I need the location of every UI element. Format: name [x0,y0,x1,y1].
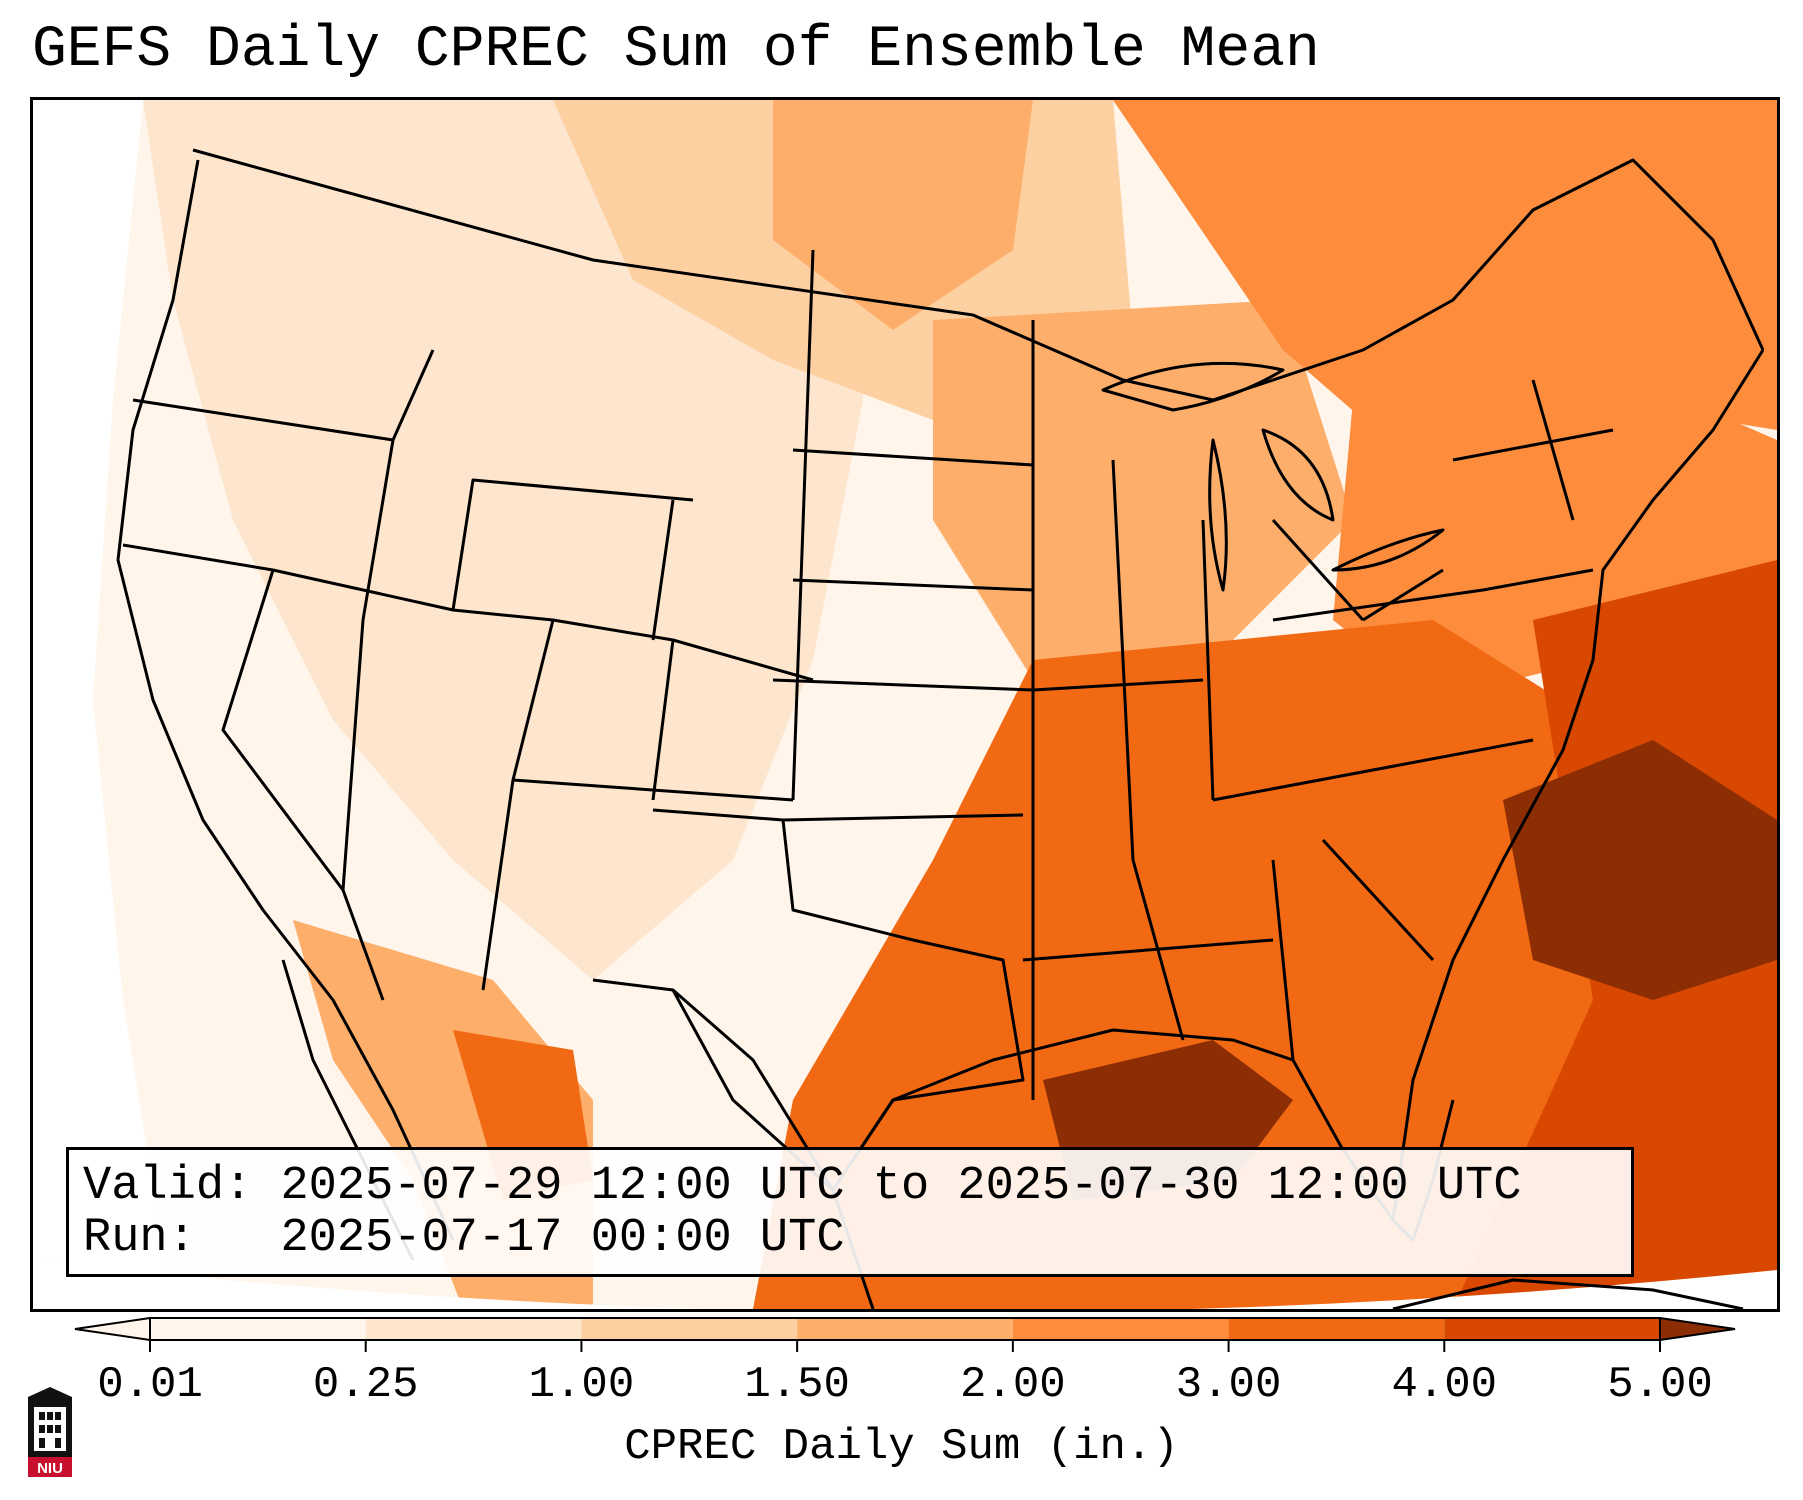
field-southeast [753,620,1633,1309]
lake-superior [1101,361,1285,412]
colorbar-bin [581,1318,798,1340]
map-panel [30,97,1780,1312]
state-lines-east [1032,379,1614,1061]
colorbar-tick-label: 3.00 [1175,1360,1282,1410]
colorbar-tick-label: 0.01 [97,1360,203,1410]
colorbar-bin [150,1318,366,1340]
colorbar-tick-label: 5.00 [1607,1360,1713,1410]
field-pacific [33,100,173,1309]
field-midwest [933,300,1353,680]
field-north-patches [773,100,1033,330]
state-texas [592,808,1025,1192]
colorbar-tick-label: 0.25 [312,1360,419,1410]
colorbar-tick-label: 4.00 [1391,1360,1498,1410]
coast-cuba [1392,1278,1744,1309]
colorbar-tick-label: 1.00 [528,1360,635,1410]
run-value: 2025-07-17 00:00 UTC [280,1212,845,1265]
lake-erie [1331,528,1445,572]
state-lines-plains [772,249,1274,1100]
valid-time-box: Valid: 2025-07-29 12:00 UTC to 2025-07-3… [66,1147,1634,1277]
state-lines-west [122,349,814,1001]
svg-text:NIU: NIU [37,1460,63,1477]
run-label: Run: [83,1212,196,1265]
precip-map [33,100,1777,1309]
colorbar-title: CPREC Daily Sum (in.) [624,1422,1179,1472]
colorbar-extend-min [74,1316,151,1342]
colorbar-bin [1444,1318,1660,1340]
field-atlantic-core [1503,740,1777,1000]
run-line: Run: 2025-07-17 00:00 UTC [83,1212,845,1265]
niu-logo: NIU [28,1387,72,1477]
colorbar-bin [365,1318,582,1340]
field-west [143,100,863,980]
colorbar-tick-label: 1.50 [744,1360,850,1410]
valid-value: 2025-07-29 12:00 UTC to 2025-07-30 12:00… [280,1160,1522,1213]
coast-pacific [116,159,455,1241]
lake-huron [1261,428,1335,522]
valid-label: Valid: [83,1160,253,1213]
map-title: GEFS Daily CPREC Sum of Ensemble Mean [32,18,1320,83]
valid-line: Valid: 2025-07-29 12:00 UTC to 2025-07-3… [83,1160,1521,1213]
colorbar-bin [797,1318,1013,1340]
colorbar-bin [1012,1318,1229,1340]
colorbar [74,1316,1736,1352]
colorbar-bin [1228,1318,1445,1340]
coast-atlantic [1391,349,1765,1221]
lake-michigan [1208,438,1228,592]
border-us-canada [192,148,1765,402]
boundary-lines [116,148,1765,1309]
colorbar-extend-max [1659,1316,1736,1342]
colorbar-tick-label: 2.00 [960,1360,1066,1410]
colorbar-border [149,1317,1661,1341]
